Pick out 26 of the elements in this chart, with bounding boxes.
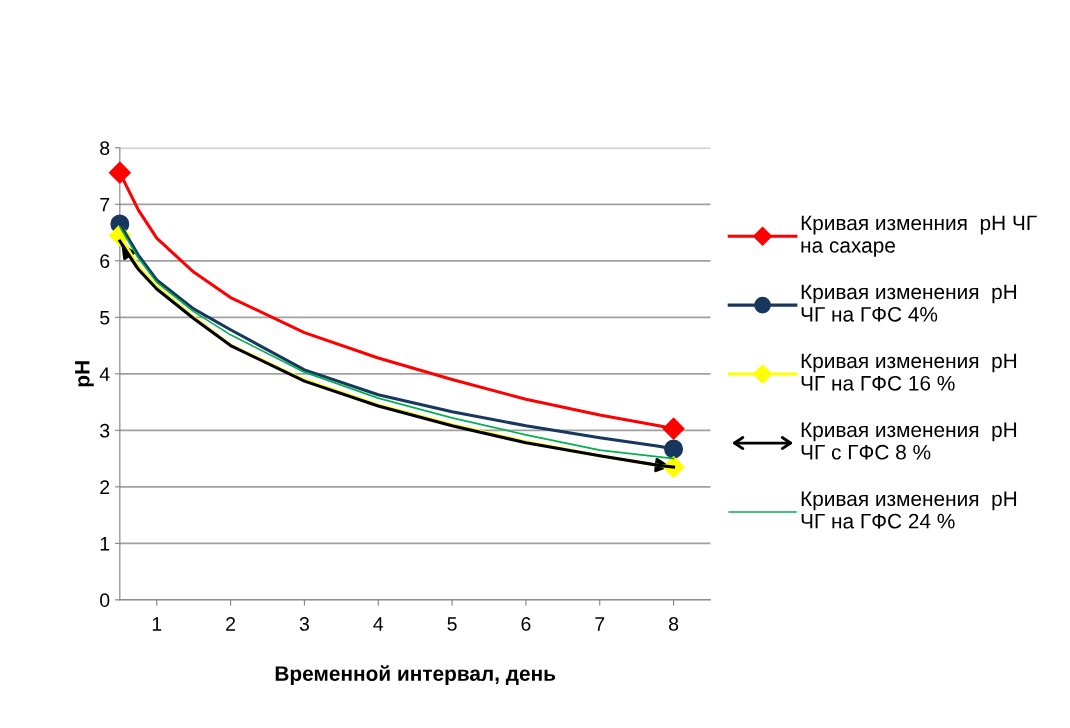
legend-label: Кривая изменения рН ЧГ с ГФС 8 % [801, 422, 1017, 460]
y-tick-label: 4 [99, 367, 110, 381]
x-tick-label: 5 [447, 617, 457, 631]
y-axis-title: pH [75, 361, 94, 387]
x-tick-label: 8 [669, 617, 679, 631]
legend-label: Кривая изменения рН ЧГ на ГФС 24 % [801, 491, 1017, 529]
x-tick-label: 4 [373, 617, 384, 631]
x-tick-label: 7 [595, 617, 605, 631]
x-tick-label: 2 [226, 617, 236, 631]
x-tick-label: 1 [152, 617, 162, 631]
x-tick-label: 3 [299, 617, 309, 631]
x-tick-label: 6 [521, 617, 531, 631]
y-tick-label: 8 [100, 141, 110, 156]
point [662, 417, 685, 440]
legend-label: Кривая изменения рН ЧГ на ГФС 16 % [801, 353, 1017, 391]
legend-label: Кривая изменния рН ЧГ на сахаре [801, 215, 1037, 257]
y-tick-label: 5 [100, 310, 110, 325]
x-axis-title: Временной интервал, день [275, 665, 556, 686]
point [108, 161, 131, 184]
y-tick-label: 7 [100, 197, 110, 212]
y-tick-label: 0 [100, 593, 110, 608]
legend-label: Кривая изменения рН ЧГ на ГФС 4% [801, 284, 1017, 322]
y-tick-label: 6 [100, 254, 110, 269]
y-tick-label: 3 [100, 423, 110, 438]
y-tick-label: 2 [100, 480, 110, 494]
y-tick-label: 1 [100, 537, 110, 551]
